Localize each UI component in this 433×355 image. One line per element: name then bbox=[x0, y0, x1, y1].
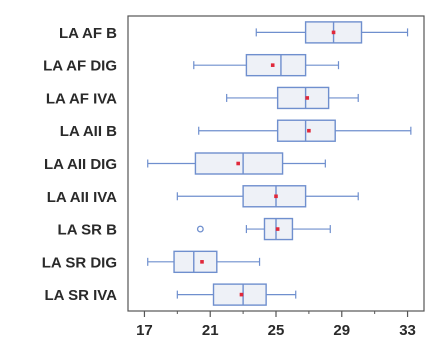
category-label: LA AF B bbox=[59, 25, 117, 42]
mean-marker bbox=[236, 161, 240, 166]
category-label: LA SR DIG bbox=[42, 254, 117, 271]
x-axis: 17 21 25 29 33 bbox=[136, 311, 416, 339]
box-iqr bbox=[245, 53, 307, 77]
category-labels: LA AF B LA AF DIG LA AF IVA LA AII B LA AII … bbox=[42, 25, 117, 304]
box-group bbox=[255, 21, 409, 44]
mean-marker bbox=[200, 260, 204, 264]
box-iqr bbox=[276, 119, 336, 142]
box-group bbox=[147, 250, 261, 274]
outlier-point bbox=[196, 225, 204, 233]
box-series bbox=[147, 21, 412, 306]
category-label: LA AII IVA bbox=[47, 189, 117, 206]
box-iqr bbox=[276, 86, 330, 110]
mean-marker bbox=[270, 63, 275, 67]
box-group bbox=[193, 53, 340, 77]
category-label: LA AII B bbox=[60, 123, 117, 140]
mean-marker bbox=[331, 30, 336, 35]
box-group bbox=[198, 119, 412, 142]
mean-marker bbox=[274, 194, 278, 199]
x-tick-label: 21 bbox=[202, 322, 219, 339]
x-tick-label: 17 bbox=[136, 322, 153, 339]
box-iqr bbox=[173, 250, 218, 274]
category-label: LA SR B bbox=[58, 222, 118, 239]
box-group bbox=[226, 86, 359, 110]
mean-marker bbox=[239, 292, 244, 297]
category-label: LA AII DIG bbox=[44, 156, 117, 173]
category-label: LA AF IVA bbox=[46, 90, 117, 107]
box-group bbox=[176, 283, 297, 306]
box-group bbox=[196, 217, 331, 241]
mean-marker bbox=[305, 96, 310, 100]
mean-marker bbox=[307, 128, 311, 133]
box-group bbox=[176, 185, 359, 208]
mean-marker bbox=[275, 227, 280, 231]
category-label: LA AF DIG bbox=[43, 58, 117, 75]
x-tick-label: 33 bbox=[399, 322, 416, 339]
category-label: LA SR IVA bbox=[44, 287, 117, 304]
x-tick-label: 29 bbox=[333, 322, 350, 339]
box-group bbox=[147, 152, 326, 175]
x-tick-label: 25 bbox=[268, 322, 285, 339]
